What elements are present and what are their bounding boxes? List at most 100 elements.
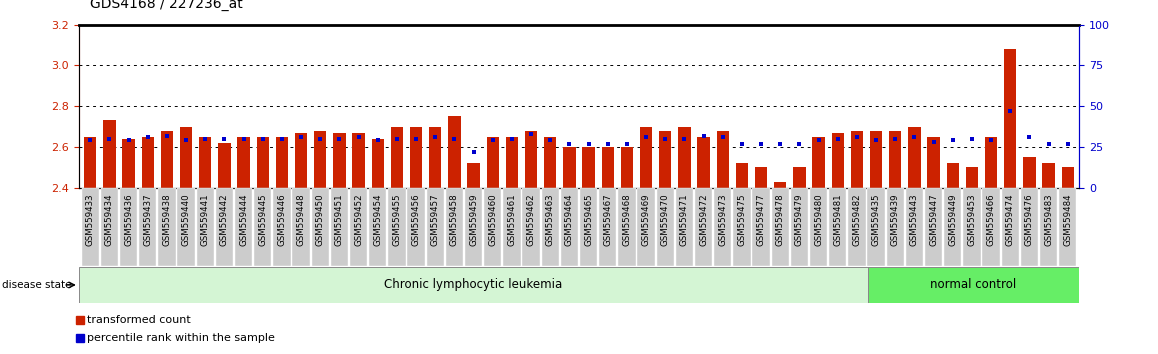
Text: GSM559480: GSM559480 — [814, 194, 823, 246]
Bar — [813, 137, 824, 188]
FancyBboxPatch shape — [101, 188, 118, 266]
FancyBboxPatch shape — [753, 188, 770, 266]
Text: GSM559455: GSM559455 — [393, 194, 402, 246]
Text: GSM559461: GSM559461 — [507, 194, 516, 246]
Text: disease state: disease state — [2, 280, 72, 290]
FancyBboxPatch shape — [599, 188, 616, 266]
FancyBboxPatch shape — [81, 188, 98, 266]
FancyBboxPatch shape — [618, 188, 636, 266]
FancyBboxPatch shape — [676, 188, 692, 266]
Bar — [640, 126, 652, 188]
FancyBboxPatch shape — [1021, 188, 1038, 266]
Bar — [1042, 163, 1055, 188]
Text: GSM559482: GSM559482 — [852, 194, 862, 246]
Bar — [946, 163, 959, 188]
FancyBboxPatch shape — [369, 188, 387, 266]
Text: GSM559448: GSM559448 — [296, 194, 306, 246]
Bar — [161, 131, 174, 188]
Text: GSM559435: GSM559435 — [872, 194, 880, 246]
Text: GSM559450: GSM559450 — [316, 194, 324, 246]
Bar — [831, 133, 844, 188]
Text: GSM559445: GSM559445 — [258, 194, 267, 246]
FancyBboxPatch shape — [657, 188, 674, 266]
Text: GSM559447: GSM559447 — [929, 194, 938, 246]
Text: GSM559475: GSM559475 — [738, 194, 747, 246]
FancyBboxPatch shape — [466, 188, 482, 266]
Text: GSM559481: GSM559481 — [834, 194, 842, 246]
Bar — [582, 147, 595, 188]
Bar — [372, 139, 384, 188]
Text: GSM559441: GSM559441 — [200, 194, 210, 246]
Bar — [908, 126, 921, 188]
Bar — [928, 137, 940, 188]
Text: GSM559439: GSM559439 — [891, 194, 900, 246]
Bar — [697, 137, 710, 188]
Bar — [867, 267, 1079, 303]
Bar — [448, 116, 461, 188]
Bar — [237, 137, 250, 188]
FancyBboxPatch shape — [484, 188, 501, 266]
Text: GSM559472: GSM559472 — [699, 194, 708, 246]
Text: GSM559473: GSM559473 — [718, 194, 727, 246]
FancyBboxPatch shape — [849, 188, 865, 266]
Text: GSM559470: GSM559470 — [661, 194, 669, 246]
Text: GSM559449: GSM559449 — [948, 194, 958, 246]
Bar — [334, 133, 345, 188]
Bar — [79, 267, 867, 303]
Bar — [851, 131, 863, 188]
Bar — [1004, 49, 1017, 188]
Text: GSM559474: GSM559474 — [1006, 194, 1014, 246]
FancyBboxPatch shape — [1002, 188, 1019, 266]
Bar — [679, 126, 690, 188]
Bar — [257, 137, 269, 188]
Text: GSM559440: GSM559440 — [182, 194, 191, 246]
FancyBboxPatch shape — [733, 188, 750, 266]
FancyBboxPatch shape — [215, 188, 233, 266]
Bar — [984, 137, 997, 188]
Text: GSM559476: GSM559476 — [1025, 194, 1034, 246]
FancyBboxPatch shape — [177, 188, 195, 266]
Bar — [352, 133, 365, 188]
FancyBboxPatch shape — [580, 188, 598, 266]
Text: GSM559464: GSM559464 — [565, 194, 574, 246]
Bar — [755, 167, 768, 188]
Bar — [563, 147, 576, 188]
Text: GSM559483: GSM559483 — [1045, 194, 1053, 246]
Bar — [544, 137, 557, 188]
FancyBboxPatch shape — [254, 188, 271, 266]
Bar — [1024, 157, 1035, 188]
Bar — [870, 131, 882, 188]
FancyBboxPatch shape — [446, 188, 463, 266]
FancyBboxPatch shape — [273, 188, 291, 266]
FancyBboxPatch shape — [504, 188, 521, 266]
Text: GSM559471: GSM559471 — [680, 194, 689, 246]
Bar — [966, 167, 979, 188]
Text: GSM559463: GSM559463 — [545, 194, 555, 246]
Text: GSM559458: GSM559458 — [450, 194, 459, 246]
Text: GSM559468: GSM559468 — [622, 194, 631, 246]
Bar — [123, 139, 134, 188]
Text: GSM559466: GSM559466 — [987, 194, 996, 246]
FancyBboxPatch shape — [312, 188, 329, 266]
FancyBboxPatch shape — [408, 188, 425, 266]
Bar — [295, 133, 307, 188]
FancyBboxPatch shape — [235, 188, 252, 266]
Bar — [486, 137, 499, 188]
Bar — [621, 147, 633, 188]
Bar — [735, 163, 748, 188]
Bar — [468, 163, 479, 188]
FancyBboxPatch shape — [982, 188, 999, 266]
Text: GSM559446: GSM559446 — [278, 194, 286, 246]
FancyBboxPatch shape — [350, 188, 367, 266]
Text: Chronic lymphocytic leukemia: Chronic lymphocytic leukemia — [384, 279, 563, 291]
Bar — [717, 131, 730, 188]
Text: GSM559433: GSM559433 — [86, 194, 95, 246]
Bar — [506, 137, 518, 188]
Text: GSM559478: GSM559478 — [776, 194, 785, 246]
Text: GSM559451: GSM559451 — [335, 194, 344, 246]
FancyBboxPatch shape — [159, 188, 176, 266]
Text: GSM559454: GSM559454 — [373, 194, 382, 246]
Text: GSM559459: GSM559459 — [469, 194, 478, 246]
Bar — [199, 137, 212, 188]
Text: GSM559436: GSM559436 — [124, 194, 133, 246]
